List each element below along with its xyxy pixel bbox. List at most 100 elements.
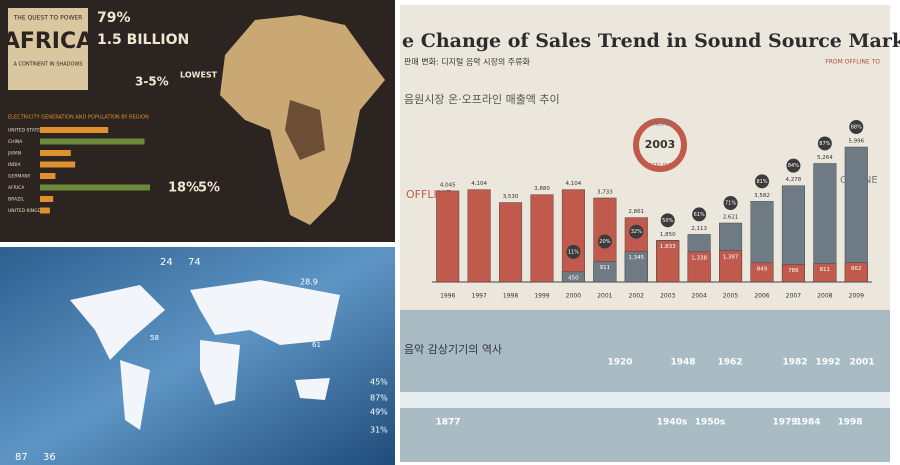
share-label: 61%: [694, 212, 705, 218]
bar: [530, 194, 554, 283]
stat: 18%: [168, 181, 199, 196]
category-label: UNITED KINGDOM: [8, 208, 49, 214]
emblem-top: ONLINE: [649, 121, 672, 128]
event-year: 1979: [772, 418, 797, 428]
category-label: CHINA: [8, 139, 23, 145]
bar: [561, 271, 585, 283]
category-label: UNITED STATES: [8, 128, 43, 134]
event-year: 1940s: [657, 418, 687, 428]
bar: [781, 264, 805, 283]
chart-subtitle: 판매 변화: 디지털 음악 시장의 주류화: [404, 57, 530, 67]
share-label: 32%: [631, 229, 642, 235]
x-tick-label: 2003: [660, 293, 675, 300]
world-panel: [0, 247, 395, 465]
stat-label: 31%: [370, 426, 388, 435]
x-tick-label: 1996: [440, 293, 455, 300]
value-label: 1,387: [723, 254, 739, 260]
bar: [561, 189, 585, 283]
bar: [844, 262, 868, 283]
share-label: 88%: [851, 125, 862, 131]
category-label: INDIA: [8, 162, 21, 168]
event-year: 1998: [837, 418, 862, 428]
bar: [813, 263, 837, 283]
share-label: 81%: [756, 179, 767, 185]
value-label: 1,850: [660, 232, 676, 238]
share-marker: [597, 234, 612, 249]
share-marker: [786, 158, 801, 173]
bar: [499, 202, 523, 283]
bar: [656, 240, 680, 283]
timeline-strip: [400, 392, 890, 408]
share-marker: [629, 224, 644, 239]
event-year: 1950s: [695, 418, 725, 428]
value-label: 911: [600, 265, 611, 271]
stat-label: 45%: [370, 378, 388, 387]
timeline-title: 음악 감상기기의 역사: [404, 343, 502, 356]
value-label: 862: [851, 266, 862, 272]
stat-label: 87%: [370, 394, 388, 403]
stat-label: 87: [15, 452, 28, 463]
value-label: 4,278: [786, 177, 802, 183]
share-marker: [849, 120, 864, 134]
emblem-year: 2003: [645, 138, 676, 151]
emblem-bottom: OFFLINE: [647, 163, 672, 170]
category-label: BRAZIL: [8, 197, 25, 203]
value-label: 811: [820, 267, 831, 273]
bar: [467, 189, 491, 283]
share-marker: [817, 136, 832, 151]
share-marker: [660, 213, 675, 228]
stat: LOWEST: [180, 71, 218, 80]
bar: [40, 150, 71, 156]
bar: [687, 251, 711, 283]
value-label: 5,996: [848, 139, 864, 145]
x-tick-label: 2009: [849, 293, 864, 300]
bar: [844, 146, 868, 283]
stat: 3-5%: [135, 75, 169, 89]
bar: [40, 127, 109, 133]
bar: [40, 196, 54, 202]
share-marker: [723, 195, 738, 210]
value-label: 3,880: [534, 186, 550, 192]
value-label: 2,861: [628, 209, 644, 215]
event-year: 1992: [815, 358, 840, 368]
stat-label: 49%: [370, 408, 388, 417]
stat: 79%: [97, 10, 131, 26]
value-label: 3,530: [503, 194, 519, 200]
value-label: 4,104: [566, 181, 582, 187]
stat-label: 28.9: [300, 278, 318, 287]
map-region: [285, 100, 325, 160]
value-label: 786: [788, 268, 799, 274]
share-marker: [755, 174, 769, 189]
event-year: 1962: [717, 358, 742, 368]
event-year: 1920: [607, 358, 632, 368]
x-tick-label: 2000: [566, 293, 581, 300]
share-label: 87%: [819, 141, 830, 147]
chart-title: ELECTRICITY GENERATION AND POPULATION BY…: [8, 115, 149, 121]
subtitle: A CONTINENT IN SHADOWS: [13, 62, 82, 68]
value-label: 1,338: [691, 255, 707, 261]
x-tick-label: 2008: [817, 293, 832, 300]
bar: [40, 138, 145, 145]
value-label: 1,345: [628, 255, 644, 261]
event-year: 1982: [782, 358, 807, 368]
share-marker: [566, 244, 581, 259]
stat-label: 36: [43, 452, 56, 463]
bar: [593, 261, 617, 283]
share-label: 84%: [788, 163, 799, 169]
value-label: 1,833: [660, 244, 676, 250]
event-year: 1877: [435, 418, 460, 428]
x-tick-label: 1998: [503, 293, 518, 300]
value-label: 3,582: [754, 193, 770, 199]
value-label: 2,621: [723, 214, 739, 220]
kicker: THE QUEST TO POWER: [13, 15, 83, 22]
bar: [40, 173, 56, 179]
stat: 1.5 BILLION: [97, 32, 189, 48]
value-label: 5,264: [817, 155, 833, 161]
timeline-panel: [400, 310, 890, 462]
category-label: JAPAN: [7, 151, 21, 157]
x-tick-label: 2001: [597, 293, 612, 300]
bar: [436, 190, 460, 283]
bar: [40, 161, 76, 168]
value-label: 3,733: [597, 189, 613, 195]
